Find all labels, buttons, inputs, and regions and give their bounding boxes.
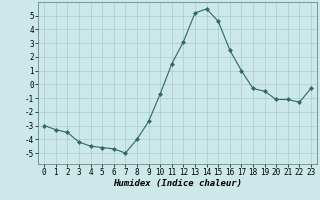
X-axis label: Humidex (Indice chaleur): Humidex (Indice chaleur) (113, 179, 242, 188)
